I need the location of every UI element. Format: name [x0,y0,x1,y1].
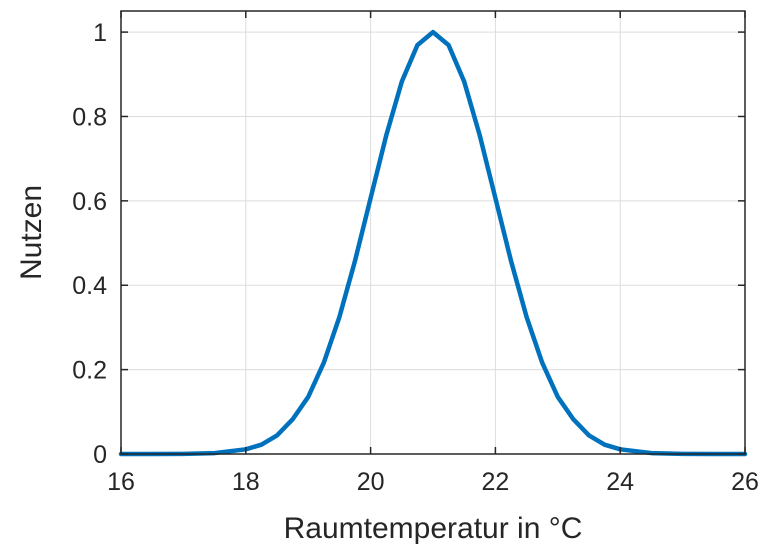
grid-lines [120,11,746,455]
series-layer [118,29,748,457]
x-tick-label: 24 [606,468,634,496]
plot-area-box [120,10,746,455]
y-axis-label: Nutzen [15,185,48,280]
x-tick-label: 20 [357,468,385,496]
x-tick-label: 18 [232,468,260,496]
x-tick-label: 16 [107,468,135,496]
x-axis-label: Raumtemperatur in °C [284,512,583,545]
y-tick-label: 1 [93,19,107,47]
y-tick-label: 0.2 [72,357,107,385]
axis-ticks: 16 18 20 22 24 26 0 0.2 0.4 0.6 0.8 1 [72,11,759,496]
x-tick-label: 22 [481,468,509,496]
y-tick-label: 0.6 [72,188,107,216]
y-tick-label: 0 [93,441,107,469]
y-tick-label: 0.8 [72,103,107,131]
x-tick-label: 26 [731,468,759,496]
y-tick-label: 0.4 [72,272,107,300]
series-line [118,29,748,457]
